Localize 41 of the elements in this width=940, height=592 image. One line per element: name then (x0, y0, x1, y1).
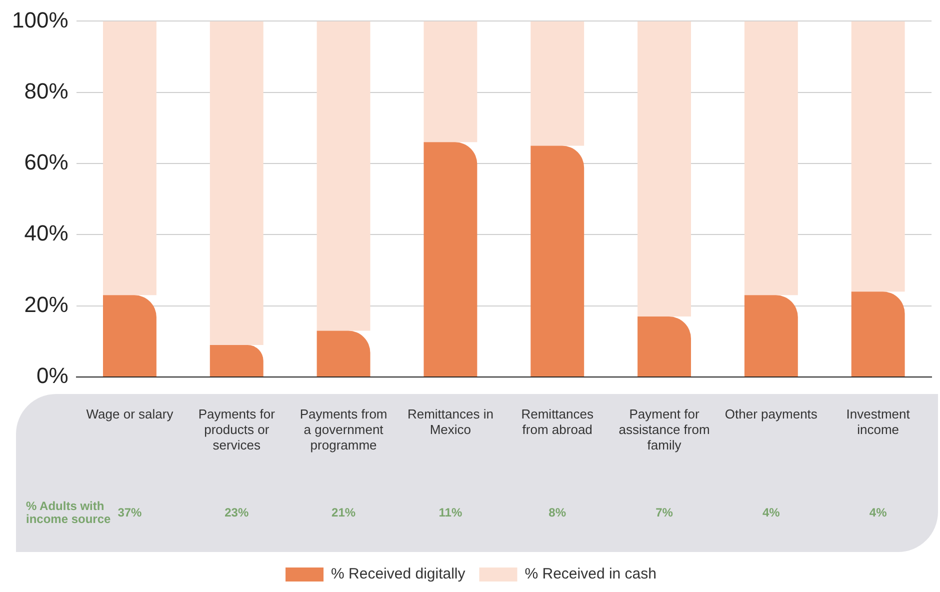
x-tick-label: Other payments (724, 406, 818, 422)
bar (210, 344, 264, 376)
bar (316, 330, 370, 376)
x-tick-label: Payments from a government programme (300, 406, 388, 453)
x-tick-label: Remittances from abroad (521, 406, 594, 437)
y-tick-label: 20% (24, 292, 68, 317)
bar (530, 21, 584, 146)
x-tick-label: Investment income (846, 406, 910, 437)
bar (638, 21, 691, 317)
bar (638, 316, 691, 376)
text: 23% (224, 505, 249, 520)
text: 4% (762, 505, 780, 520)
y-tick-label: 80% (24, 78, 68, 104)
text: 4% (869, 505, 888, 520)
bar (316, 21, 370, 331)
bar (424, 142, 478, 376)
x-tick-label: Wage or salary (86, 406, 174, 422)
text: 37% (118, 505, 142, 520)
text: % Adults with income source (26, 498, 112, 526)
y-tick-label: 0% (36, 363, 68, 388)
bar (744, 295, 798, 376)
text: 7% (656, 505, 674, 520)
bar (102, 21, 156, 296)
bar (851, 21, 905, 292)
bar (102, 295, 156, 376)
y-tick-label: 60% (24, 150, 68, 175)
bar (424, 21, 478, 142)
bar (530, 146, 584, 376)
text: 8% (548, 505, 566, 520)
legend-label: % Received in cash (524, 566, 656, 583)
x-tick-label: Payments for products or services (198, 406, 276, 453)
bar (744, 21, 798, 296)
y-tick-label: 100% (12, 7, 68, 32)
legend-label: % Received digitally (331, 566, 466, 583)
text: 11% (438, 505, 462, 520)
bar (851, 292, 905, 376)
y-tick-label: 40% (24, 220, 68, 246)
x-tick-label: Remittances in Mexico (407, 406, 494, 437)
bar (210, 21, 264, 345)
x-tick-label: Payment for assistance from family (618, 406, 710, 453)
text: 21% (332, 505, 356, 520)
